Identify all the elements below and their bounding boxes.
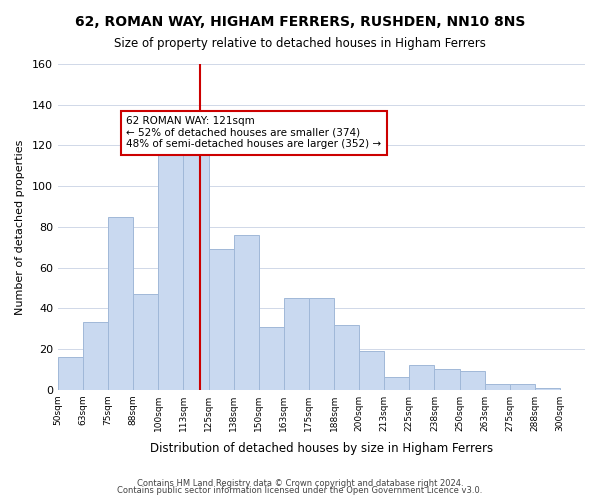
- Bar: [384, 378, 409, 390]
- Bar: [309, 298, 334, 390]
- Text: 62, ROMAN WAY, HIGHAM FERRERS, RUSHDEN, NN10 8NS: 62, ROMAN WAY, HIGHAM FERRERS, RUSHDEN, …: [75, 15, 525, 29]
- Bar: [108, 216, 133, 390]
- Bar: [58, 357, 83, 390]
- Bar: [409, 365, 434, 390]
- Bar: [233, 235, 259, 390]
- Bar: [460, 372, 485, 390]
- Bar: [284, 298, 309, 390]
- Text: 62 ROMAN WAY: 121sqm
← 52% of detached houses are smaller (374)
48% of semi-deta: 62 ROMAN WAY: 121sqm ← 52% of detached h…: [127, 116, 382, 150]
- Bar: [209, 249, 233, 390]
- Text: Contains public sector information licensed under the Open Government Licence v3: Contains public sector information licen…: [118, 486, 482, 495]
- Bar: [184, 131, 209, 390]
- Bar: [535, 388, 560, 390]
- Bar: [359, 351, 384, 390]
- Bar: [133, 294, 158, 390]
- Y-axis label: Number of detached properties: Number of detached properties: [15, 139, 25, 314]
- Bar: [158, 150, 184, 390]
- Bar: [485, 384, 510, 390]
- Bar: [510, 384, 535, 390]
- Bar: [334, 324, 359, 390]
- Bar: [434, 370, 460, 390]
- X-axis label: Distribution of detached houses by size in Higham Ferrers: Distribution of detached houses by size …: [150, 442, 493, 455]
- Bar: [83, 322, 108, 390]
- Text: Size of property relative to detached houses in Higham Ferrers: Size of property relative to detached ho…: [114, 38, 486, 51]
- Text: Contains HM Land Registry data © Crown copyright and database right 2024.: Contains HM Land Registry data © Crown c…: [137, 478, 463, 488]
- Bar: [259, 326, 284, 390]
